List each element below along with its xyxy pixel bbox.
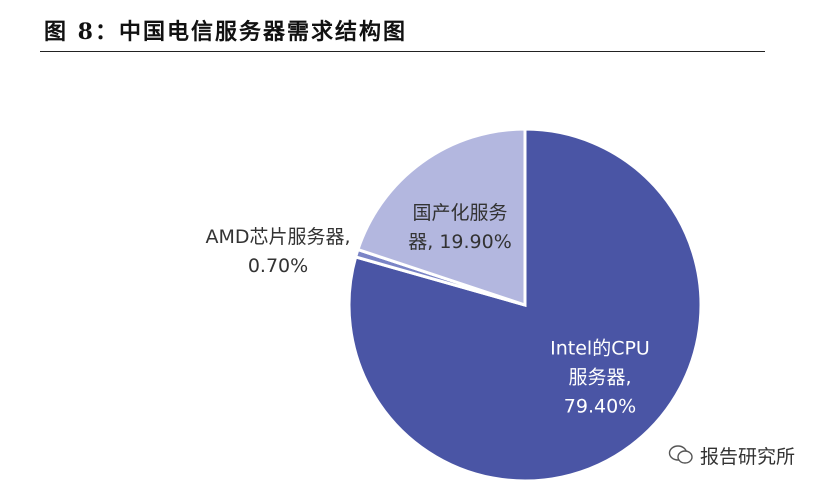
watermark: 报告研究所 [700,446,796,468]
data-label: Intel的CPU服务器, 79.40% [550,337,650,418]
data-label: AMD芯片服务器, 0.70% [205,226,351,277]
data-label: 国产化服务器, 19.90% [408,202,512,253]
pie-slice [356,127,527,308]
chart-title: 图 8：中国电信服务器需求结构图 [44,19,407,45]
watermark-icon [668,445,693,464]
title-rule [40,51,765,52]
